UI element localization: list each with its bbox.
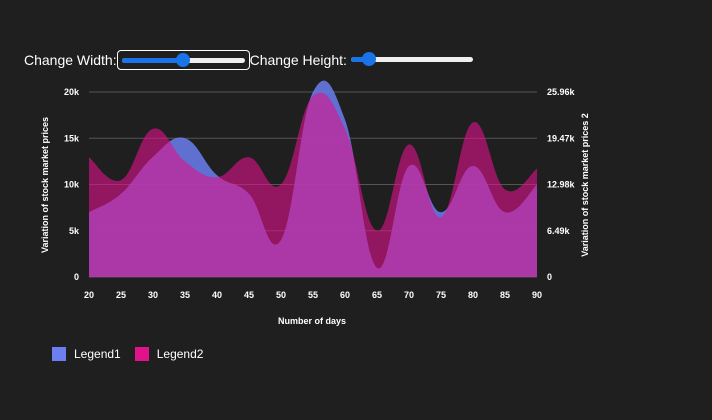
legend2-label: Legend2 — [156, 347, 204, 361]
change-width-label: Change Width: — [24, 52, 117, 68]
x-tick-label: 60 — [340, 290, 350, 300]
legend1-swatch — [52, 347, 66, 361]
y2-tick-label: 0 — [547, 272, 552, 282]
y-tick-label: 15k — [64, 133, 80, 143]
legend-item-2[interactable]: Legend2 — [134, 347, 204, 361]
height-slider[interactable] — [347, 50, 477, 70]
legend-item-1[interactable]: Legend1 — [52, 347, 121, 361]
height-slider-fill — [350, 57, 370, 62]
change-height-label: Change Height: — [249, 52, 347, 68]
legend2-swatch — [134, 347, 149, 361]
x-tick-label: 80 — [468, 290, 478, 300]
x-tick-label: 85 — [500, 290, 510, 300]
width-slider-fill — [121, 58, 184, 63]
x-tick-label: 20 — [84, 290, 94, 300]
x-tick-label: 25 — [116, 290, 126, 300]
x-tick-label: 65 — [372, 290, 382, 300]
height-slider-track[interactable] — [350, 57, 473, 62]
y-tick-label: 0 — [74, 272, 79, 282]
y-tick-label: 10k — [64, 180, 80, 190]
x-axis-title: Number of days — [278, 316, 346, 326]
y2-tick-label: 6.49k — [547, 226, 571, 236]
x-tick-label: 40 — [212, 290, 222, 300]
x-tick-label: 90 — [532, 290, 542, 300]
legend1-label: Legend1 — [74, 347, 121, 361]
y-axis-title: Variation of stock market prices — [40, 117, 50, 253]
chart-controls: Change Width: Change Height: — [24, 49, 477, 71]
y2-tick-label: 19.47k — [547, 133, 576, 143]
x-tick-label: 45 — [244, 290, 254, 300]
chart-areas — [89, 80, 537, 278]
x-tick-label: 35 — [180, 290, 190, 300]
y-tick-label: 20k — [64, 87, 80, 97]
width-slider-thumb[interactable] — [176, 53, 191, 67]
y-tick-label: 5k — [69, 226, 80, 236]
x-tick-label: 30 — [148, 290, 158, 300]
y2-axis-title: Variation of stock market prices 2 — [580, 113, 590, 257]
chart-legend: Legend1 Legend2 — [52, 347, 217, 361]
x-tick-label: 55 — [308, 290, 318, 300]
x-tick-label: 75 — [436, 290, 446, 300]
width-slider[interactable] — [116, 50, 250, 70]
chart-ticks: 0 5k 10k 15k 20k 0 6.49k 12.98k 19.47k 25.96k 20 25… — [64, 87, 576, 300]
y2-tick-label: 12.98k — [547, 180, 576, 190]
height-slider-thumb[interactable] — [362, 52, 377, 66]
x-tick-label: 70 — [404, 290, 414, 300]
y2-tick-label: 25.96k — [547, 87, 576, 97]
area-series-2[interactable] — [89, 92, 537, 278]
x-tick-label: 50 — [276, 290, 286, 300]
